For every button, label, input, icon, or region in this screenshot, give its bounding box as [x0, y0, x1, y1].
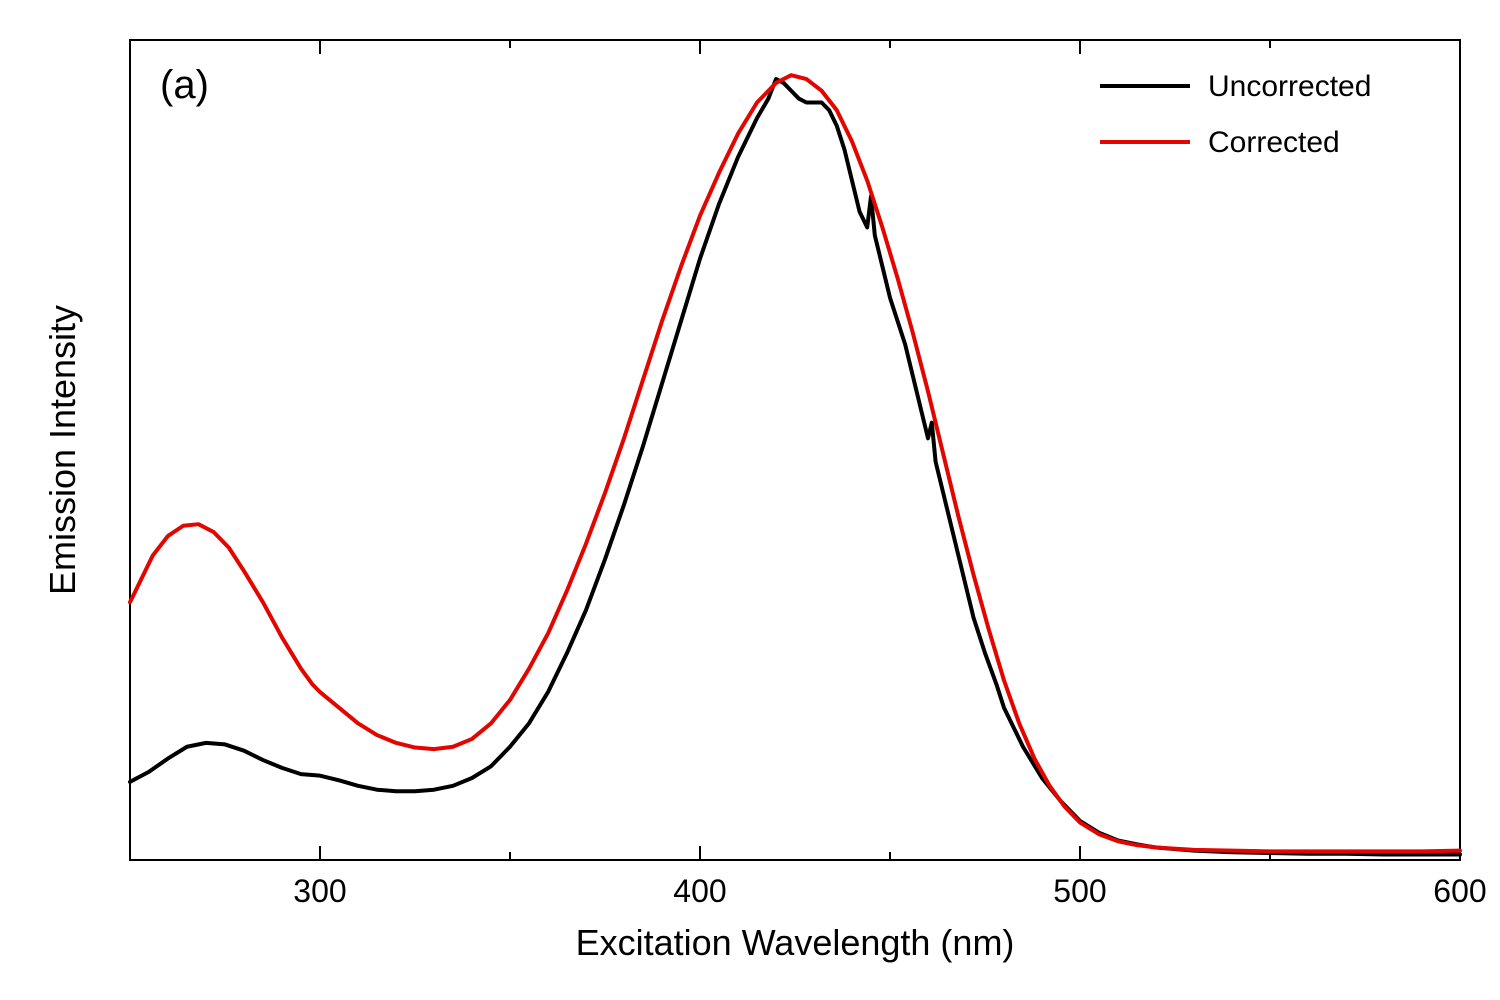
chart-container: 300 400 500 600 Excitation Wavelength (nm) Em… [0, 0, 1500, 1000]
y-axis-title: Emission Intensity [42, 305, 83, 595]
x-tick-label: 400 [673, 873, 726, 909]
panel-label: (a) [160, 63, 209, 107]
x-tick-label: 600 [1433, 873, 1486, 909]
legend-label: Corrected [1208, 126, 1340, 159]
legend-label: Uncorrected [1208, 70, 1371, 103]
x-tick-label: 500 [1053, 873, 1106, 909]
spectrum-chart: 300 400 500 600 Excitation Wavelength (nm) Em… [0, 0, 1500, 1000]
x-axis-title: Excitation Wavelength (nm) [576, 922, 1015, 963]
x-tick-label: 300 [293, 873, 346, 909]
